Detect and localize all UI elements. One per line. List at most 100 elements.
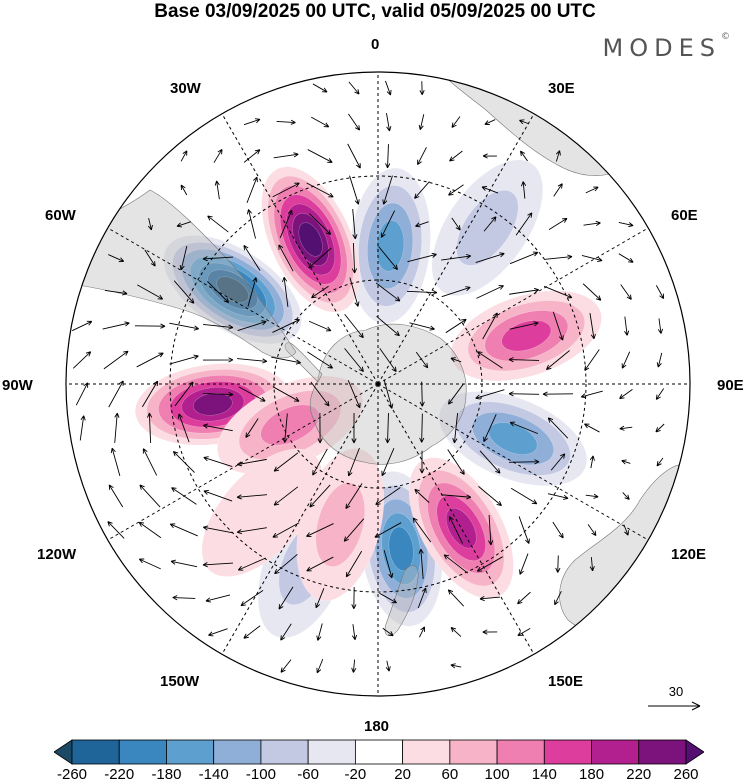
wind-arrow	[546, 350, 570, 370]
colorbar-tick-label: 180	[579, 766, 605, 783]
wind-arrow	[583, 220, 601, 226]
wind-arrow	[351, 624, 358, 641]
wind-arrow	[449, 150, 463, 162]
wind-arrow	[243, 149, 261, 163]
wind-arrow	[279, 209, 293, 239]
wind-arrow	[375, 487, 401, 506]
wind-arrow	[417, 147, 427, 166]
wind-arrow	[375, 282, 401, 302]
wind-arrow	[146, 412, 153, 444]
wind-arrow	[520, 150, 528, 162]
wind-arrow	[142, 448, 158, 476]
wind-arrow	[311, 116, 330, 128]
wind-arrow	[351, 587, 357, 610]
wind-arrow	[589, 455, 595, 469]
wind-arrow	[202, 423, 233, 432]
wind-arrow	[488, 515, 494, 546]
wind-arrow	[202, 525, 233, 534]
wind-arrow	[482, 153, 497, 159]
wind-arrow	[382, 627, 394, 637]
wind-arrow	[104, 289, 128, 296]
wind-arrow	[555, 150, 561, 162]
colorbar-tick-label: 100	[484, 766, 510, 783]
wind-arrow	[589, 313, 596, 340]
wind-arrow	[311, 285, 329, 299]
wind-arrow	[144, 249, 156, 267]
wind-arrow	[407, 252, 437, 263]
wind-arrow	[547, 417, 569, 439]
meridian-line	[377, 383, 535, 655]
wind-arrow	[412, 517, 432, 543]
wind-arrow	[309, 484, 331, 508]
wind-arrow	[623, 524, 629, 536]
reference-vector: 30	[646, 684, 706, 718]
lon-label-180: 180	[364, 718, 390, 735]
wind-arrow	[349, 277, 360, 307]
wind-arrow	[508, 357, 540, 363]
wind-arrow	[141, 380, 159, 408]
wind-arrow	[134, 323, 166, 329]
wind-arrow	[273, 152, 299, 159]
brand-text: MODES	[602, 34, 721, 62]
wind-arrow	[344, 313, 364, 339]
wind-arrow	[306, 182, 334, 198]
wind-arrow	[351, 242, 358, 274]
wind-arrow	[376, 315, 400, 337]
meridian-line	[221, 383, 379, 655]
wind-arrow	[348, 81, 360, 95]
brand-copyright: ©	[721, 32, 730, 42]
wind-arrow	[383, 549, 394, 579]
wind-arrow	[169, 523, 198, 537]
colorbar-swatch	[213, 739, 262, 765]
colorbar-swatch	[54, 739, 73, 765]
wind-arrow	[246, 176, 258, 204]
colorbar-swatch	[71, 739, 120, 765]
wind-arrow	[475, 252, 505, 263]
wind-arrow	[202, 357, 234, 363]
wind-arrow	[508, 459, 540, 465]
wind-arrow	[552, 311, 564, 341]
wind-arrow	[169, 354, 199, 365]
wind-arrow	[276, 119, 296, 125]
wind-arrow	[548, 217, 568, 231]
wind-arrow	[555, 555, 561, 573]
wind-arrow	[71, 320, 93, 332]
wind-arrow	[273, 452, 299, 472]
meridian-line	[107, 227, 379, 385]
wind-arrow	[203, 489, 233, 502]
colorbar-swatch	[543, 739, 592, 765]
wind-arrow	[316, 623, 323, 641]
wind-arrow	[202, 562, 233, 568]
wind-arrow	[278, 244, 294, 272]
lon-label-150w: 150W	[160, 673, 200, 690]
colorbar-tick-label: 260	[673, 766, 699, 783]
lon-label-30w: 30W	[170, 80, 201, 97]
wind-arrow	[450, 663, 462, 669]
wind-arrow	[581, 254, 603, 263]
colorbar-tick-label: 140	[531, 766, 557, 783]
wind-arrow	[383, 379, 394, 409]
wind-arrow	[587, 524, 597, 536]
wind-arrow	[312, 448, 328, 476]
wind-arrow	[475, 389, 505, 400]
wind-arrow	[379, 348, 397, 373]
colorbar-tick-label: -60	[297, 766, 319, 783]
anomaly-contour-c1	[388, 526, 414, 571]
wind-arrow	[343, 518, 365, 542]
colorbar-swatch	[307, 739, 356, 765]
lon-label-0: 0	[371, 36, 380, 53]
lon-label-90e: 90E	[717, 377, 744, 394]
wind-arrow	[213, 148, 223, 163]
wind-arrow	[547, 493, 569, 500]
wind-arrow	[509, 421, 539, 435]
wind-arrow	[508, 391, 540, 397]
wind-arrow	[655, 285, 665, 300]
wind-arrow	[447, 589, 465, 607]
wind-arrow	[176, 221, 192, 228]
wind-arrow	[172, 450, 195, 473]
wind-arrow	[521, 181, 527, 199]
colorbar-swatch	[118, 739, 167, 765]
south-america-land	[68, 189, 297, 359]
wind-arrow	[584, 349, 600, 371]
wind-arrow	[238, 386, 266, 402]
